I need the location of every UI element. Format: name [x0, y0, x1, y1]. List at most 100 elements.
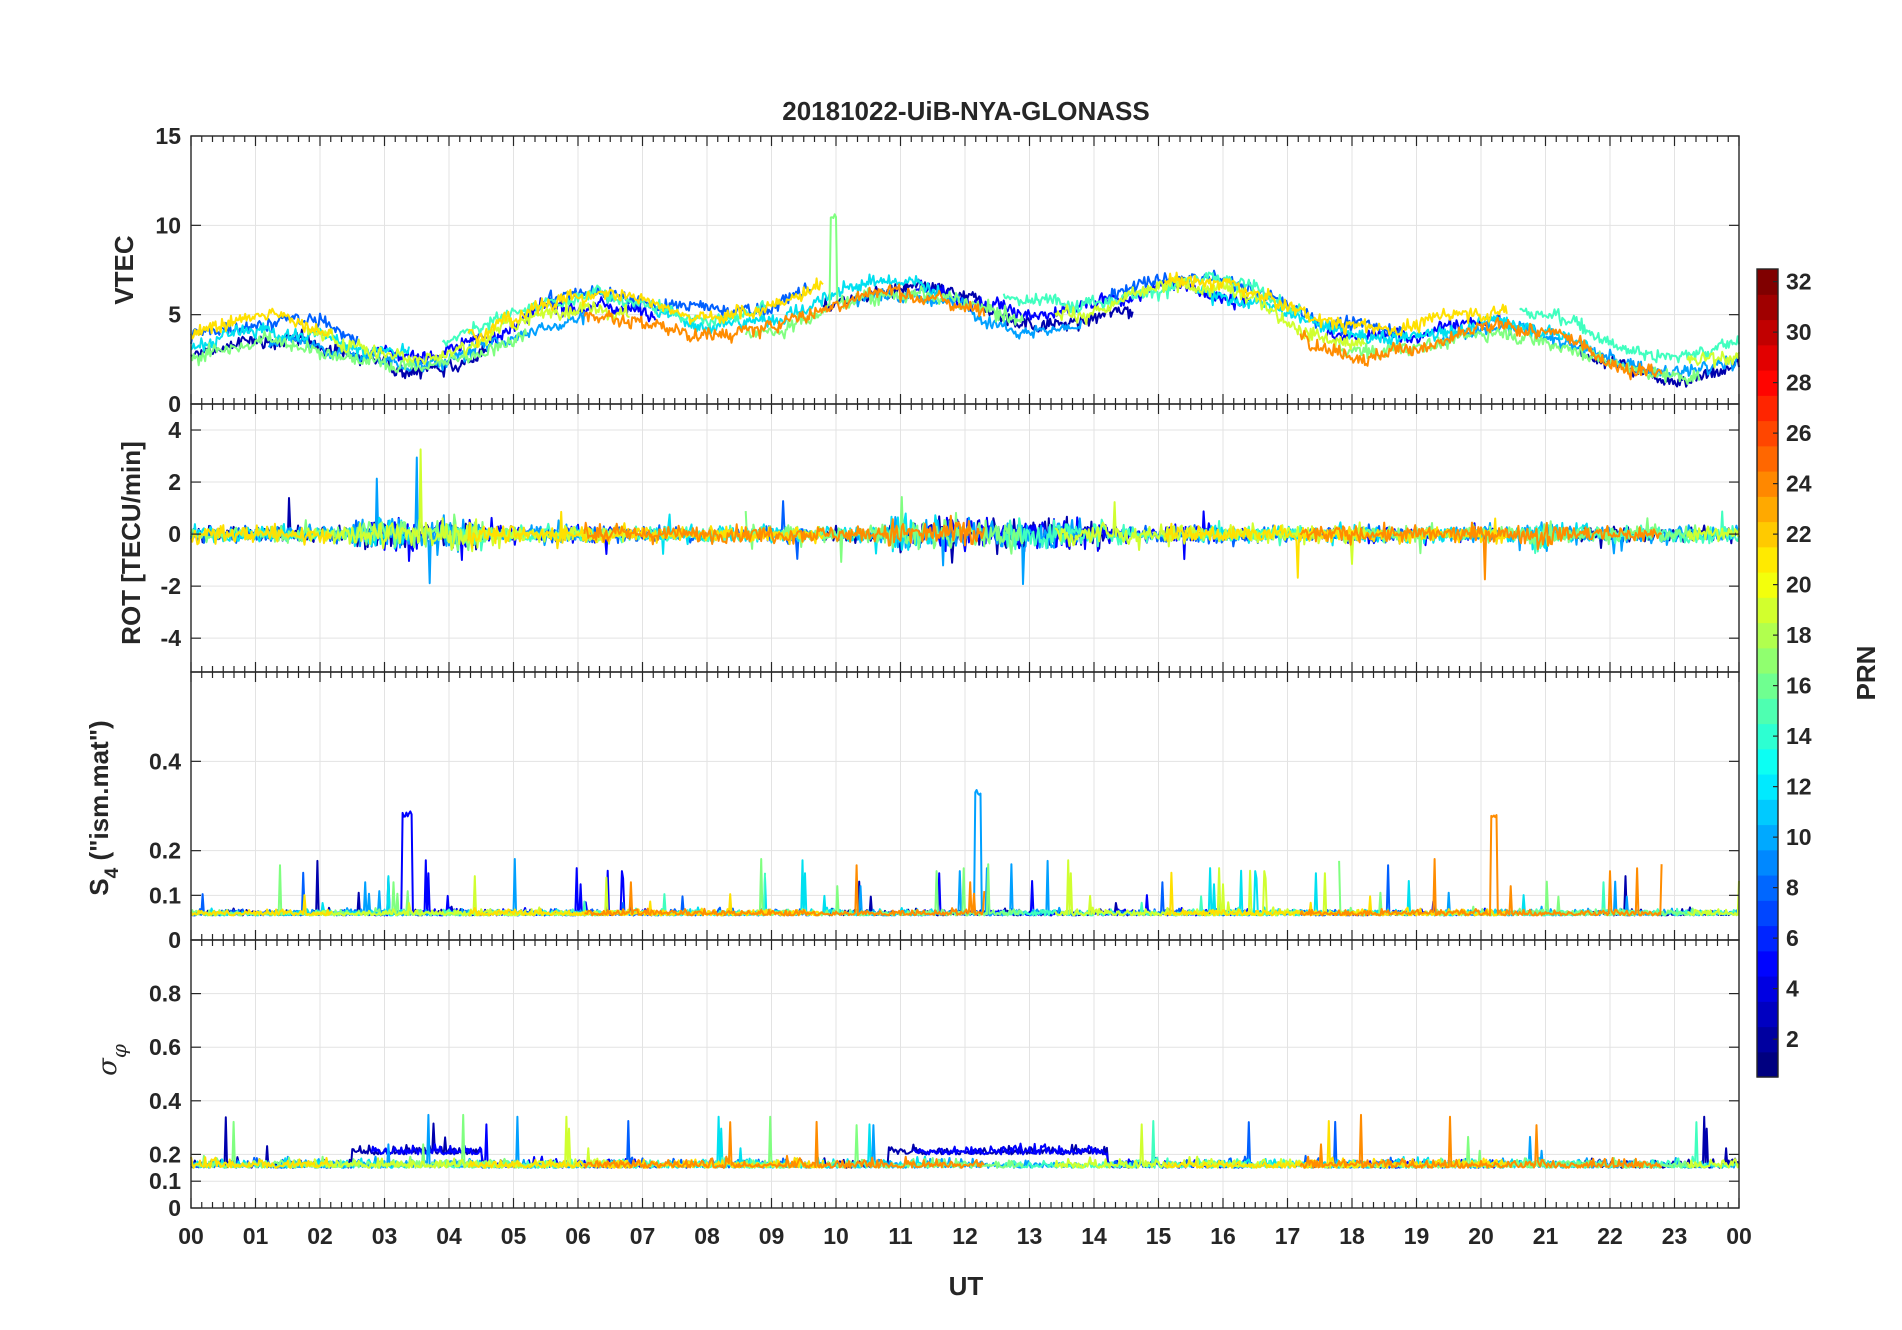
x-axis-label: UT: [949, 1271, 984, 1301]
colorbar-stripe-9: [1757, 849, 1778, 876]
rot-ytick-label-2: 0: [168, 521, 181, 547]
rot-series-prn19-pass-1: [1054, 501, 1366, 565]
vtec-series-prn7-pass-0: [190, 312, 359, 346]
s4-ytick-label-0: 0: [168, 927, 181, 953]
sigma_phi-series-prn24-pass-0: [583, 1120, 985, 1169]
rot-series-lines: [190, 448, 1740, 586]
sigma_phi-ytick-label-3: 0.4: [149, 1088, 181, 1114]
sigma-ylabel-sub: φ: [107, 1044, 131, 1058]
colorbar-tick-label-7: 16: [1786, 673, 1812, 699]
sigma_phi-series-prn19-pass-2: [1686, 1158, 1740, 1169]
colorbar-tick-label-6: 14: [1786, 723, 1812, 749]
colorbar-stripe-32: [1757, 269, 1778, 295]
s4-ylabel-sub: 4: [102, 867, 123, 878]
colorbar-stripe-6: [1757, 925, 1778, 952]
sigma_phi-ytick-label-2: 0.2: [149, 1141, 181, 1167]
colorbar-stripe-30: [1757, 319, 1778, 346]
colorbar-tick-label-9: 20: [1786, 572, 1812, 598]
colorbar-stripe-19: [1757, 597, 1778, 624]
vtec-series-lines: [190, 213, 1740, 388]
colorbar-tick-label-1: 4: [1786, 976, 1799, 1002]
x-tick-label-6: 06: [565, 1223, 591, 1249]
rot-ytick-label-3: 2: [168, 469, 181, 495]
panel-s4: 0 0.1 0.2 0.4 S4 ("ism.mat"): [84, 671, 1740, 953]
s4-series-lines: [190, 789, 1740, 917]
rot-series-prn21-pass-1: [467, 510, 825, 550]
x-tick-label-3: 03: [372, 1223, 398, 1249]
s4-ylabel: S4 ("ism.mat"): [84, 720, 123, 895]
s4-series-prn24-pass-1: [1299, 814, 1663, 917]
s4-ylabel-rest: ("ism.mat"): [84, 720, 114, 867]
panel-vtec: 0 5 10 15 VTEC: [109, 123, 1740, 417]
colorbar-stripe-3: [1757, 1001, 1778, 1028]
colorbar-stripe-7: [1757, 900, 1778, 927]
colorbar-stripe-13: [1757, 748, 1778, 775]
s4-ytick-label-1: 0.1: [149, 882, 181, 908]
vtec-series-prn19-pass-1: [1054, 275, 1366, 351]
vtec-series-prn17-pass-0: [190, 328, 528, 374]
colorbar-stripe-21: [1757, 546, 1778, 573]
x-tick-label-10: 10: [823, 1223, 849, 1249]
colorbar-stripe-20: [1757, 572, 1778, 598]
vtec-ticks: 0 5 10 15: [155, 123, 1740, 417]
vtec-series-prn24-pass-1: [1299, 316, 1663, 381]
sigma-ylabel: σφ: [93, 1044, 131, 1076]
x-tick-label-19: 19: [1404, 1223, 1430, 1249]
rot-ylabel: ROT [TECU/min]: [116, 441, 146, 645]
s4-series-prn19-pass-2: [1687, 880, 1740, 917]
x-tick-label-12: 12: [952, 1223, 978, 1249]
colorbar-stripe-4: [1757, 976, 1778, 1002]
s4-ytick-label-2: 0.2: [149, 838, 181, 864]
colorbar-tick-label-5: 12: [1786, 774, 1812, 800]
x-tick-label-23: 23: [1662, 1223, 1688, 1249]
colorbar-tick-label-2: 6: [1786, 925, 1799, 951]
colorbar-tick-label-4: 10: [1786, 824, 1812, 850]
vtec-series-prn24-pass-0: [583, 283, 986, 344]
rot-ytick-label-0: -4: [161, 625, 182, 651]
colorbar-stripe-17: [1757, 647, 1778, 674]
vtec-ytick-label-0: 0: [168, 391, 181, 417]
colorbar-stripe-29: [1757, 344, 1778, 371]
colorbar-stripes: [1757, 269, 1778, 1078]
sigma-ylabel-main: σ: [93, 1057, 123, 1076]
sigma_phi-series-prn19-pass-0: [306, 1115, 631, 1169]
colorbar-stripe-12: [1757, 774, 1778, 800]
s4-ticks: 0 0.1 0.2 0.4: [149, 672, 1740, 953]
rot-series-prn21-pass-2: [1163, 517, 1508, 579]
x-tick-label-24: 00: [1726, 1223, 1752, 1249]
colorbar-stripe-11: [1757, 799, 1778, 826]
colorbar-stripe-26: [1757, 420, 1778, 447]
vtec-series-prn21-pass-0: [190, 307, 333, 340]
x-tick-label-16: 16: [1210, 1223, 1236, 1249]
colorbar-stripe-23: [1757, 496, 1778, 523]
rot-series-prn19-pass-2: [1686, 525, 1740, 543]
x-tick-label-11: 11: [888, 1223, 913, 1249]
rot-ytick-label-4: 4: [168, 417, 181, 443]
sigma_phi-ytick-label-0: 0: [168, 1195, 181, 1221]
x-tick-label-0: 00: [178, 1223, 204, 1249]
x-tick-label-22: 22: [1597, 1223, 1623, 1249]
x-tick-labels: 00 01 02 03 04 05 06 07 08 09 10 11 12 13 14 15 16 17 18 19…: [178, 1223, 1752, 1249]
rot-series-prn24-pass-1: [1299, 521, 1663, 581]
rot-ticks: -4 -2 0 2 4: [161, 404, 1740, 672]
colorbar-tick-label-11: 24: [1786, 471, 1812, 497]
vtec-series-prn12-pass-1: [654, 273, 941, 335]
colorbar-tick-label-8: 18: [1786, 622, 1812, 648]
colorbar-stripe-16: [1757, 673, 1778, 699]
colorbar-stripe-31: [1757, 294, 1778, 321]
x-tick-label-13: 13: [1017, 1223, 1043, 1249]
colorbar-tick-label-15: 32: [1786, 269, 1812, 295]
sigma_phi-ytick-label-5: 0.8: [149, 981, 181, 1007]
rot-series-prn24-pass-0: [583, 514, 986, 547]
colorbar-tick-label-13: 28: [1786, 370, 1812, 396]
sigma-series-lines: [190, 1113, 1740, 1169]
vtec-series-prn15-pass-2: [1519, 307, 1740, 364]
colorbar-stripe-22: [1757, 521, 1778, 548]
colorbar-stripe-10: [1757, 824, 1778, 851]
vtec-ylabel: VTEC: [109, 235, 139, 305]
colorbar-stripe-28: [1757, 370, 1778, 396]
colorbar-stripe-18: [1757, 622, 1778, 649]
colorbar-tick-label-3: 8: [1786, 875, 1799, 901]
sigma_phi-ytick-label-1: 0.1: [149, 1168, 181, 1194]
